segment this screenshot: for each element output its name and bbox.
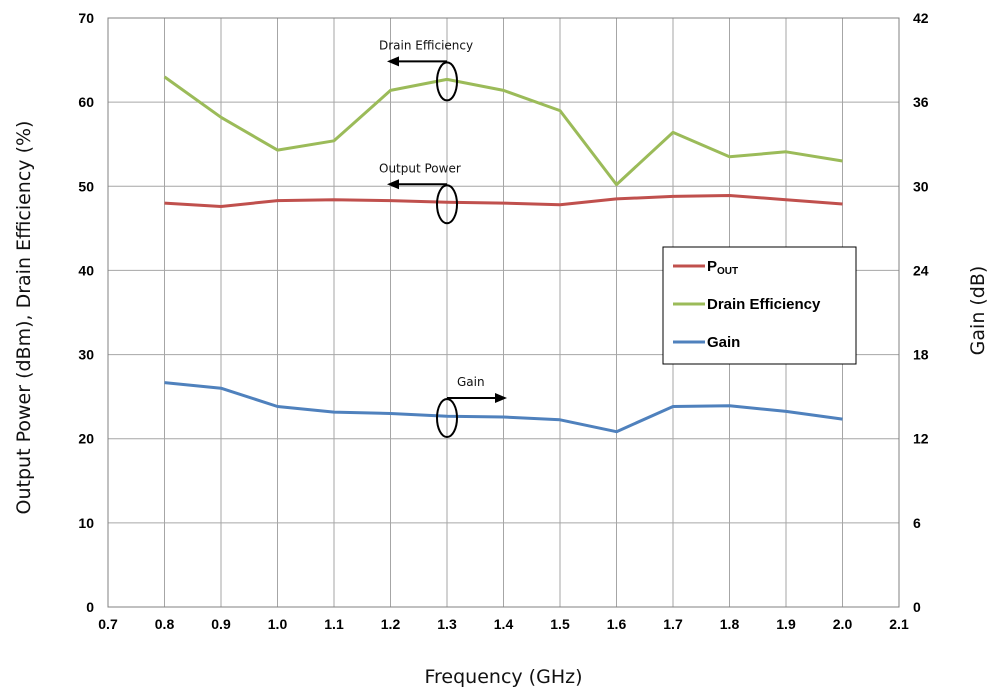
series-lines (163, 75, 843, 434)
plot-area-frame (107, 17, 900, 608)
left-y-tick-label: 30 (78, 347, 94, 363)
x-tick-label: 1.1 (324, 616, 344, 632)
right-y-tick-label: 0 (913, 599, 921, 615)
left-y-tick-label: 0 (86, 599, 94, 615)
x-tick-label: 2.1 (889, 616, 909, 632)
right-y-tick-label: 6 (913, 515, 921, 531)
legend-label-pout: POUT (707, 258, 738, 277)
left-y-tick-label: 50 (78, 178, 94, 194)
x-tick-label: 1.5 (550, 616, 570, 632)
right-y-tick-label: 12 (913, 431, 929, 447)
right-y-tick-label: 18 (913, 347, 929, 363)
x-tick-labels: 0.7 0.8 0.9 1.0 1.1 1.2 1.3 1.4 1.5 1.6 1.7 1.8 1.9 2… (98, 616, 909, 632)
series-line-de (163, 75, 843, 187)
right-y-tick-label: 30 (913, 178, 929, 194)
x-tick-label: 0.7 (98, 616, 118, 632)
x-tick-label: 0.8 (155, 616, 175, 632)
legend-label-de: Drain Efficiency (707, 296, 821, 313)
right-y-tick-label: 24 (913, 262, 929, 278)
x-tick-label: 1.6 (607, 616, 627, 632)
x-tick-label: 1.2 (381, 616, 401, 632)
x-tick-label: 1.8 (720, 616, 740, 632)
series-line-pout (164, 194, 843, 208)
x-tick-label: 0.9 (211, 616, 231, 632)
left-y-tick-label: 10 (78, 515, 94, 531)
arrow-left-icon (387, 179, 399, 190)
left-y-tick-label: 40 (78, 262, 94, 278)
left-y-tick-label: 60 (78, 94, 94, 110)
x-tick-label: 1.4 (494, 616, 514, 632)
annotation-label: Drain Efficiency (379, 38, 473, 52)
x-tick-label: 1.0 (268, 616, 288, 632)
x-tick-label: 1.7 (663, 616, 683, 632)
annotation-label: Output Power (379, 161, 461, 175)
legend-label-subscript: OUT (717, 266, 738, 277)
right-y-tick-label: 36 (913, 94, 929, 110)
left-y-tick-labels: 0 10 20 30 40 50 60 70 (78, 10, 94, 615)
left-y-tick-label: 70 (78, 10, 94, 26)
legend-label-main: Drain Efficiency (707, 296, 821, 313)
left-y-axis-title: Output Power (dBm), Drain Efficiency (%) (13, 121, 35, 515)
x-axis-title: Frequency (GHz) (424, 666, 582, 688)
legend: POUT Drain Efficiency Gain (662, 246, 857, 365)
series-line-gain (164, 381, 843, 434)
arrow-right-icon (495, 392, 507, 403)
right-y-tick-label: 42 (913, 10, 929, 26)
x-tick-label: 1.9 (776, 616, 796, 632)
legend-label-main: P (707, 258, 717, 275)
annotations: Drain Efficiency Output Power Gain (379, 38, 507, 438)
annotation-label: Gain (457, 375, 485, 389)
right-y-axis-title: Gain (dB) (967, 266, 989, 356)
legend-label-gain: Gain (707, 334, 740, 351)
left-y-tick-label: 20 (78, 431, 94, 447)
x-tick-label: 1.3 (437, 616, 457, 632)
right-y-tick-labels: 0 6 12 18 24 30 36 42 (913, 10, 929, 615)
legend-label-main: Gain (707, 334, 740, 351)
x-tick-label: 2.0 (833, 616, 853, 632)
arrow-left-icon (387, 56, 399, 67)
